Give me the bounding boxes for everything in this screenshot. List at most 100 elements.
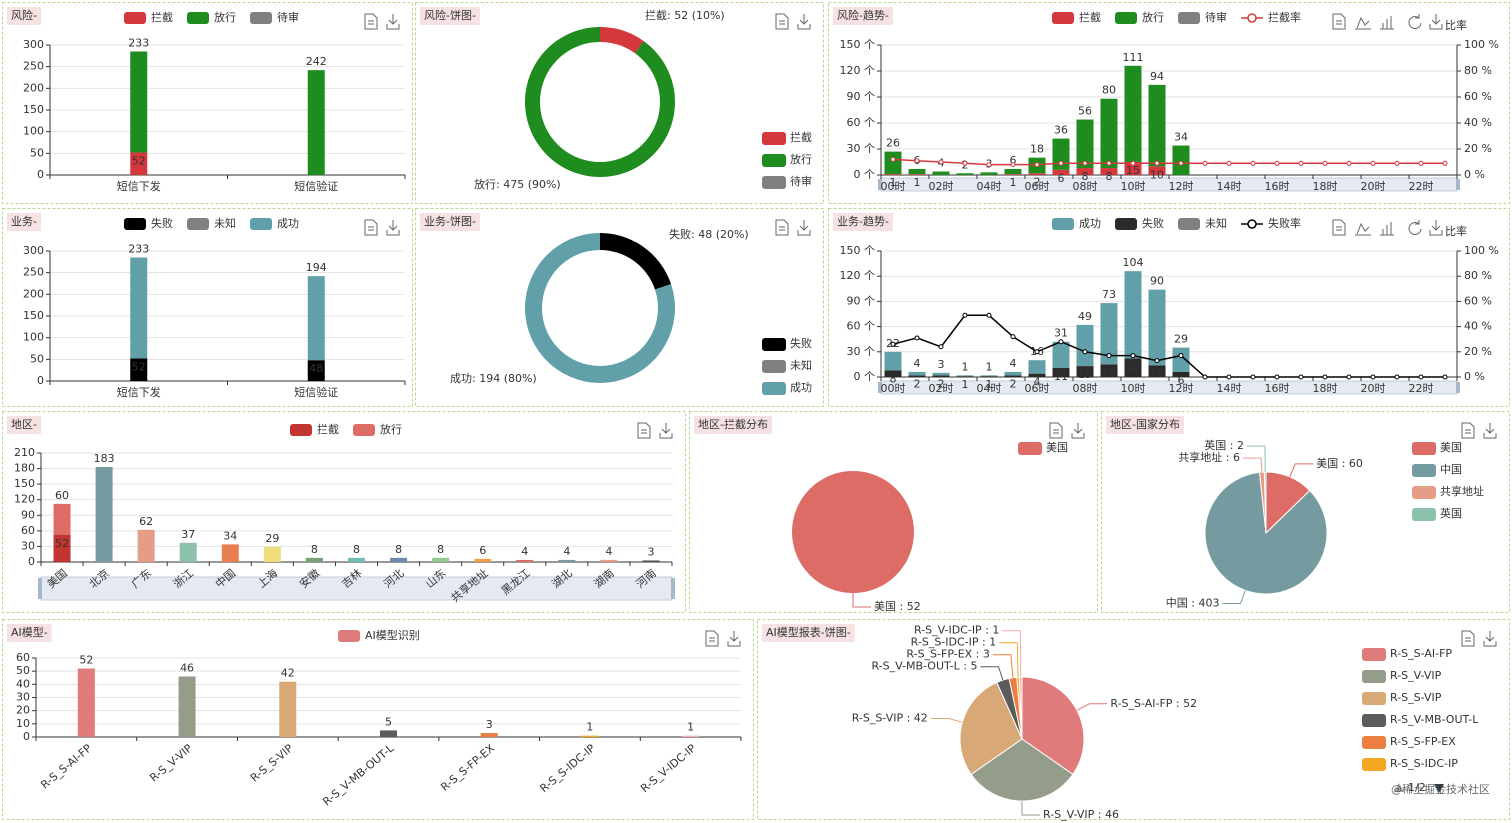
legend-label[interactable]: 未知 bbox=[790, 358, 812, 372]
legend-label[interactable]: R-S_V-VIP bbox=[1390, 669, 1442, 682]
download-icon[interactable] bbox=[797, 220, 811, 236]
data-label: 4 bbox=[1034, 376, 1041, 389]
data-label: 5 bbox=[385, 715, 392, 728]
download-icon[interactable] bbox=[1483, 423, 1497, 439]
legend-label[interactable]: 待审 bbox=[790, 174, 812, 188]
legend-label[interactable]: 未知 bbox=[214, 216, 236, 230]
legend-label[interactable]: R-S_S-VIP bbox=[1390, 691, 1442, 704]
legend-label[interactable]: 失败率 bbox=[1268, 216, 1301, 230]
legend-label[interactable]: 成功 bbox=[790, 381, 812, 394]
legend-label[interactable]: 拦截率 bbox=[1268, 10, 1301, 24]
legend-label[interactable]: AI模型识别 bbox=[365, 628, 420, 642]
export-icon[interactable] bbox=[1461, 422, 1475, 439]
legend-label[interactable]: 美国 bbox=[1440, 441, 1462, 454]
toolbar-label[interactable]: 比率 bbox=[1445, 224, 1467, 238]
bar bbox=[1004, 375, 1022, 377]
rate-point bbox=[1250, 374, 1256, 380]
legend-label[interactable]: 未知 bbox=[1205, 216, 1227, 230]
download-icon[interactable] bbox=[386, 220, 400, 236]
y-tick-label: 250 bbox=[23, 60, 44, 73]
legend-label[interactable]: 放行 bbox=[380, 422, 402, 436]
legend-label[interactable]: 拦截 bbox=[317, 422, 339, 436]
refresh-icon[interactable] bbox=[1408, 14, 1422, 29]
legend-label[interactable]: 失败 bbox=[151, 216, 173, 230]
zoom-handle[interactable] bbox=[1456, 382, 1460, 393]
legend-label[interactable]: R-S_S-AI-FP bbox=[1390, 647, 1452, 660]
rate-point bbox=[1298, 374, 1304, 380]
legend-prev[interactable] bbox=[1394, 783, 1404, 792]
data-label: 52 bbox=[132, 360, 146, 373]
legend-label[interactable]: 成功 bbox=[277, 217, 299, 230]
data-label: 3 bbox=[486, 718, 493, 731]
legend-label[interactable]: 待审 bbox=[277, 10, 299, 24]
line-icon[interactable] bbox=[1355, 222, 1371, 236]
legend-label[interactable]: 拦截 bbox=[151, 10, 173, 24]
legend-label[interactable]: R-S_S-FP-EX bbox=[1390, 735, 1456, 748]
legend-swatch bbox=[1412, 486, 1436, 499]
legend-label[interactable]: 中国 bbox=[1440, 463, 1462, 476]
legend-label[interactable]: 失败 bbox=[1142, 216, 1164, 230]
bar-icon[interactable] bbox=[1380, 16, 1394, 30]
download-icon[interactable] bbox=[386, 14, 400, 30]
line-icon[interactable] bbox=[1355, 16, 1371, 30]
rate-point bbox=[1154, 160, 1160, 166]
zoom-handle[interactable] bbox=[1456, 179, 1460, 190]
export-icon[interactable] bbox=[637, 422, 651, 439]
export-icon[interactable] bbox=[775, 13, 789, 30]
refresh-icon[interactable] bbox=[1408, 220, 1422, 235]
zoom-handle[interactable] bbox=[878, 179, 882, 190]
legend-label[interactable]: 拦截 bbox=[1079, 10, 1101, 24]
x-tick-label: 18时 bbox=[1313, 382, 1338, 395]
download-icon[interactable] bbox=[659, 423, 673, 439]
legend-label[interactable]: 放行 bbox=[790, 152, 812, 166]
download-icon[interactable] bbox=[1483, 631, 1497, 647]
toolbar-label[interactable]: 比率 bbox=[1445, 18, 1467, 32]
legend-label[interactable]: 放行 bbox=[214, 10, 236, 24]
y-tick-label: 120 个 bbox=[840, 269, 876, 282]
legend-next[interactable] bbox=[1434, 784, 1444, 793]
export-icon[interactable] bbox=[364, 219, 378, 236]
download-icon[interactable] bbox=[1429, 220, 1443, 236]
export-icon[interactable] bbox=[1461, 630, 1475, 647]
export-icon[interactable] bbox=[1049, 422, 1063, 439]
bar bbox=[1100, 303, 1118, 365]
panel-title: 风险-趋势- bbox=[837, 8, 889, 22]
legend-label[interactable]: R-S_V-MB-OUT-L bbox=[1390, 713, 1479, 726]
panel-title-bg bbox=[7, 7, 41, 25]
export-icon[interactable] bbox=[1332, 13, 1346, 30]
legend-label[interactable]: 美国 bbox=[1046, 441, 1068, 454]
zoom-handle[interactable] bbox=[671, 578, 675, 599]
legend-label[interactable]: 英国 bbox=[1440, 506, 1462, 520]
y-tick-label: 150 个 bbox=[840, 38, 876, 51]
zoom-handle[interactable] bbox=[878, 382, 882, 393]
legend-label[interactable]: 失败 bbox=[790, 336, 812, 350]
panel-title-bg bbox=[420, 213, 480, 231]
zoom-handle[interactable] bbox=[38, 578, 42, 599]
export-icon[interactable] bbox=[364, 13, 378, 30]
bar bbox=[221, 544, 239, 562]
download-icon[interactable] bbox=[1071, 423, 1085, 439]
y-tick-label: 60 bbox=[21, 524, 35, 537]
legend-swatch bbox=[250, 218, 272, 230]
panel-frame bbox=[828, 2, 1510, 204]
export-icon[interactable] bbox=[775, 219, 789, 236]
bar bbox=[932, 375, 950, 377]
export-icon[interactable] bbox=[705, 630, 719, 647]
data-label: 1 bbox=[986, 360, 993, 373]
legend-label[interactable]: 放行 bbox=[1142, 10, 1164, 24]
download-icon[interactable] bbox=[727, 631, 741, 647]
download-icon[interactable] bbox=[797, 14, 811, 30]
legend-label[interactable]: 拦截 bbox=[790, 130, 812, 144]
legend-label[interactable]: R-S_S-IDC-IP bbox=[1390, 757, 1458, 770]
bar bbox=[137, 529, 155, 562]
legend-label[interactable]: 共享地址 bbox=[1440, 484, 1484, 498]
legend-label[interactable]: 成功 bbox=[1079, 217, 1101, 230]
y2-tick-label: 60 % bbox=[1464, 90, 1492, 103]
export-icon[interactable] bbox=[1332, 219, 1346, 236]
bar-icon[interactable] bbox=[1380, 222, 1394, 236]
legend-label[interactable]: 待审 bbox=[1205, 10, 1227, 24]
data-label: 90 bbox=[1150, 275, 1164, 288]
y2-tick-label: 80 % bbox=[1464, 64, 1492, 77]
download-icon[interactable] bbox=[1429, 14, 1443, 30]
